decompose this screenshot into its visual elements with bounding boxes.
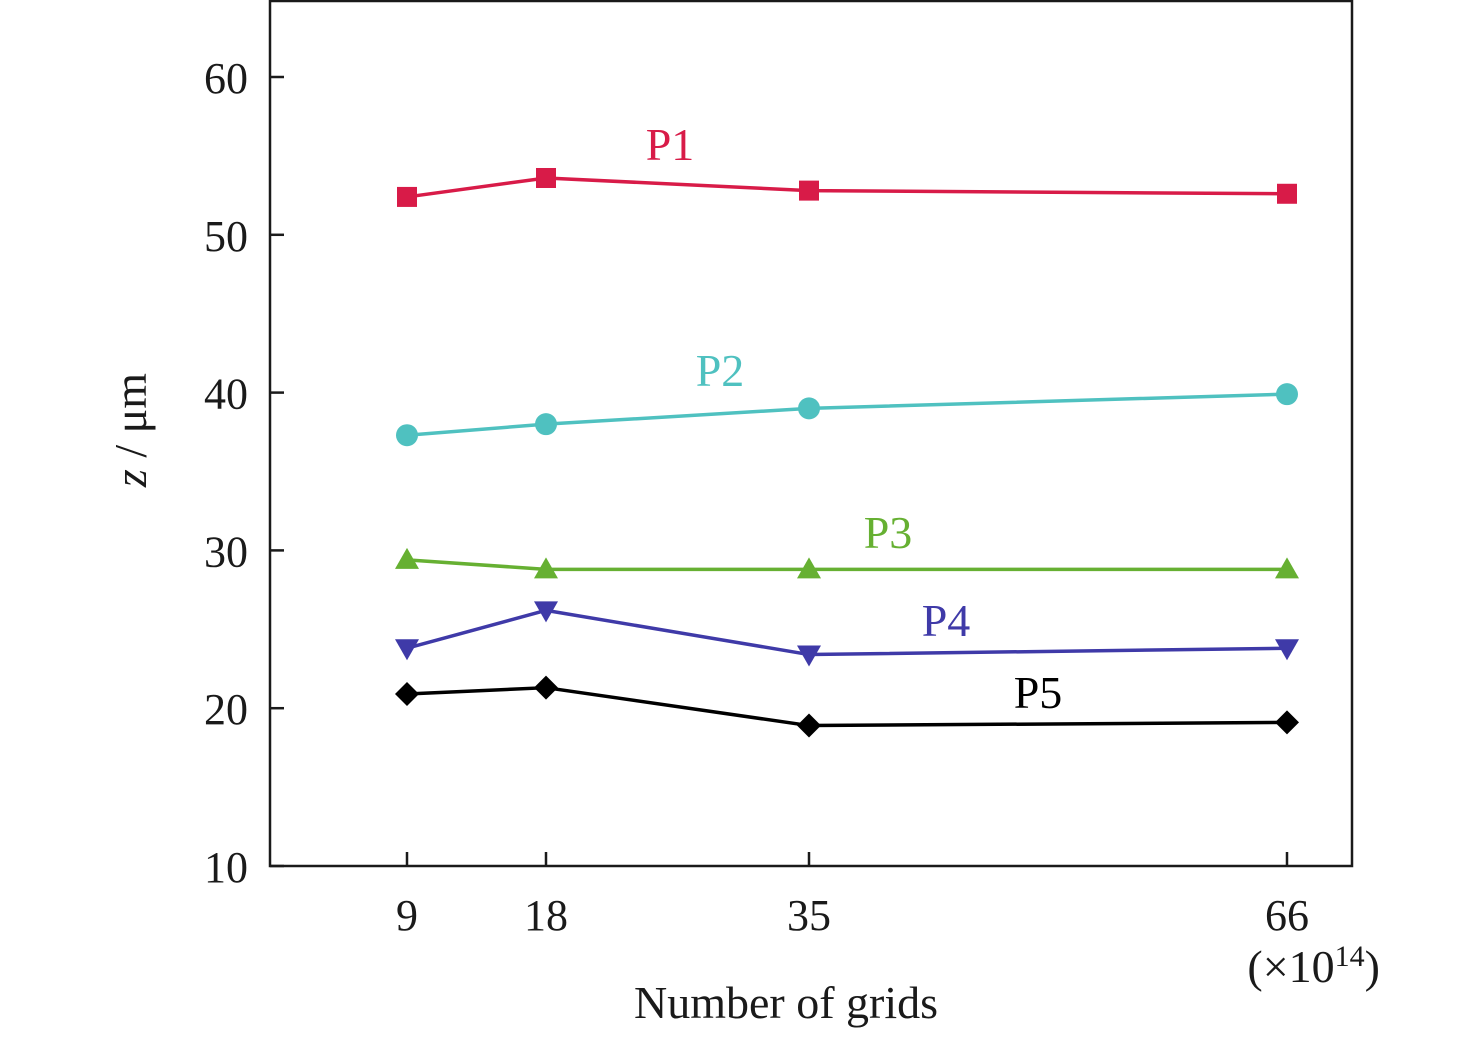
x-tick-label: 9 xyxy=(396,891,418,940)
y-tick-label: 20 xyxy=(204,685,248,734)
x-axis-ticks: 9 18 35 66 xyxy=(396,852,1309,940)
data-point xyxy=(797,645,821,667)
data-point xyxy=(396,424,418,447)
series-label-p5: P5 xyxy=(1014,667,1063,718)
y-axis-title-variable: z xyxy=(105,469,156,488)
x-axis-title: Number of grids xyxy=(634,977,938,1028)
series-label-p4: P4 xyxy=(922,595,971,646)
data-point xyxy=(1275,557,1299,579)
data-point xyxy=(534,601,558,623)
data-point xyxy=(395,681,419,706)
series-line xyxy=(406,176,1288,199)
series-p1 xyxy=(397,167,1297,207)
data-point xyxy=(534,675,558,700)
series-p3 xyxy=(395,547,1299,579)
series-label-p3: P3 xyxy=(864,507,913,558)
data-point xyxy=(1275,639,1299,661)
x-multiplier-exponent: 14 xyxy=(1335,940,1365,973)
data-point xyxy=(1275,710,1299,735)
series-p5 xyxy=(395,675,1299,738)
x-tick-label: 18 xyxy=(524,891,568,940)
series-line xyxy=(406,558,1287,572)
y-axis-title: z / μm xyxy=(105,373,156,488)
x-tick-label: 35 xyxy=(787,891,831,940)
x-axis-multiplier: (×1014) xyxy=(1247,940,1380,992)
y-tick-label: 50 xyxy=(204,212,248,261)
data-point xyxy=(1277,183,1297,204)
series-label-p2: P2 xyxy=(696,345,745,396)
series-line xyxy=(406,392,1288,437)
series-p4 xyxy=(395,601,1299,667)
x-multiplier-close: ) xyxy=(1365,941,1380,992)
data-point xyxy=(397,186,417,207)
series-label-p1: P1 xyxy=(646,119,695,170)
y-tick-label: 10 xyxy=(204,843,248,892)
series-layer xyxy=(395,167,1299,738)
data-point xyxy=(798,397,820,420)
y-axis-ticks: 10 20 30 40 50 60 xyxy=(204,54,284,892)
series-p2 xyxy=(396,383,1298,447)
series-line xyxy=(406,685,1288,728)
data-point xyxy=(797,557,821,579)
data-point xyxy=(797,713,821,738)
data-point xyxy=(534,557,558,579)
y-axis-title-unit: / μm xyxy=(105,373,156,469)
data-point xyxy=(395,547,419,569)
data-point xyxy=(395,639,419,661)
y-tick-label: 60 xyxy=(204,54,248,103)
axes xyxy=(268,0,1354,868)
data-point xyxy=(535,413,557,436)
y-tick-label: 40 xyxy=(204,370,248,419)
plot-frame xyxy=(268,0,1354,868)
data-point xyxy=(799,180,819,201)
x-tick-label: 66 xyxy=(1265,891,1309,940)
data-point xyxy=(536,167,556,188)
data-point xyxy=(1276,383,1298,406)
series-line xyxy=(406,608,1288,657)
x-multiplier-prefix: (×10 xyxy=(1247,941,1334,992)
y-tick-label: 30 xyxy=(204,527,248,576)
